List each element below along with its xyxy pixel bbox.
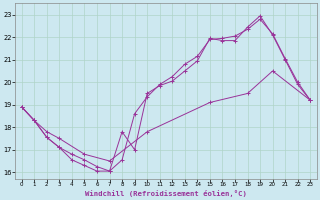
X-axis label: Windchill (Refroidissement éolien,°C): Windchill (Refroidissement éolien,°C) — [85, 190, 247, 197]
